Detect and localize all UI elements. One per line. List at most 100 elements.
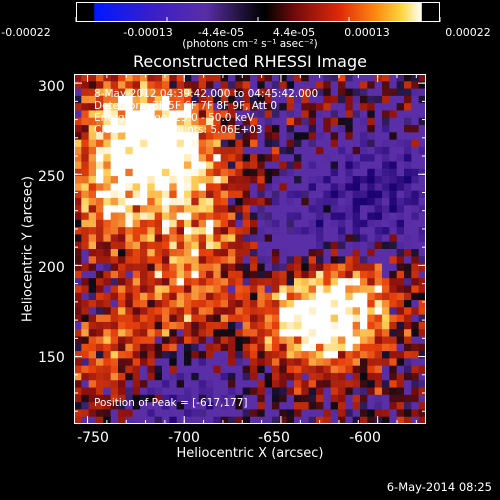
heatmap-cell [118, 416, 126, 424]
heatmap-cell [316, 387, 324, 396]
heatmap-cell [198, 256, 207, 264]
heatmap-cell [206, 234, 214, 243]
heatmap-cell [220, 117, 229, 126]
heatmap-cell [374, 110, 383, 119]
heatmap-cell [103, 343, 112, 352]
heatmap-cell [279, 110, 288, 119]
heatmap-cell [242, 234, 251, 243]
heatmap-cell [330, 219, 339, 228]
heatmap-cell [162, 197, 170, 206]
heatmap-cell [367, 380, 376, 388]
heatmap-cell [294, 139, 302, 148]
heatmap-cell [235, 88, 244, 97]
heatmap-cell [162, 278, 170, 286]
heatmap-cell [213, 365, 222, 374]
heatmap-cell [176, 285, 185, 294]
heatmap-cell [125, 110, 134, 119]
heatmap-cell [301, 74, 310, 82]
heatmap-cell [360, 307, 368, 316]
heatmap-cell [176, 300, 185, 308]
heatmap-cell [257, 256, 266, 264]
heatmap-cell [338, 168, 346, 177]
heatmap-cell [257, 278, 266, 286]
heatmap-cell [404, 146, 412, 155]
heatmap-cell [220, 190, 229, 199]
heatmap-cell [213, 190, 222, 199]
heatmap-cell [140, 197, 148, 206]
heatmap-cell [191, 336, 200, 345]
heatmap-cell [279, 343, 288, 352]
heatmap-cell [272, 351, 280, 359]
heatmap-cell [338, 402, 346, 410]
heatmap-cell [96, 409, 104, 418]
heatmap-cell [74, 336, 82, 345]
heatmap-cell [132, 212, 141, 221]
heatmap-cell [382, 343, 390, 352]
heatmap-cell [176, 161, 185, 170]
heatmap-cell [206, 88, 214, 97]
heatmap-cell [235, 125, 244, 133]
heatmap-cell [74, 205, 82, 213]
heatmap-cell [301, 183, 310, 192]
heatmap-cell [301, 358, 310, 367]
heatmap-cell [418, 103, 426, 111]
heatmap-cell [323, 343, 332, 352]
heatmap-cell [418, 336, 426, 345]
heatmap-cell [242, 227, 251, 235]
heatmap-cell [338, 292, 346, 301]
heatmap-cell [140, 139, 148, 148]
heatmap-cell [250, 161, 258, 170]
heatmap-cell [110, 183, 119, 192]
heatmap-cell [81, 278, 90, 286]
heatmap-cell [191, 329, 200, 337]
heatmap-cell [125, 263, 134, 272]
heatmap-cell [220, 88, 229, 97]
heatmap-cell [323, 234, 332, 243]
heatmap-cell [162, 168, 170, 177]
heatmap-cell [140, 212, 148, 221]
heatmap-cell [162, 343, 170, 352]
heatmap-cell [125, 219, 134, 228]
heatmap-cell [140, 256, 148, 264]
heatmap-cell [279, 387, 288, 396]
heatmap-cell [125, 372, 134, 381]
heatmap-cell [345, 278, 354, 286]
heatmap-cell [308, 307, 317, 316]
heatmap-cell [316, 394, 324, 403]
heatmap-cell [110, 161, 119, 170]
heatmap-cell [389, 132, 398, 141]
heatmap-cell [396, 74, 405, 82]
heatmap-cell [154, 300, 163, 308]
heatmap-cell [367, 402, 376, 410]
heatmap-cell [279, 256, 288, 264]
heatmap-cell [286, 307, 295, 316]
heatmap-cell [213, 117, 222, 126]
heatmap-cell [176, 336, 185, 345]
heatmap-cell [176, 117, 185, 126]
heatmap-cell [411, 110, 420, 119]
heatmap-cell [382, 117, 390, 126]
heatmap-cell [382, 394, 390, 403]
heatmap-cell [286, 249, 295, 257]
heatmap-cell [162, 176, 170, 184]
heatmap-cell [242, 372, 251, 381]
heatmap-cell [147, 212, 156, 221]
heatmap-cell [96, 416, 104, 424]
heatmap-cell [242, 88, 251, 97]
heatmap-cell [330, 161, 339, 170]
heatmap-cell [389, 234, 398, 243]
heatmap-cell [184, 168, 192, 177]
heatmap-cell [147, 372, 156, 381]
heatmap-cell [198, 95, 207, 104]
heatmap-cell [264, 300, 273, 308]
heatmap-cell [264, 103, 273, 111]
heatmap-cell [228, 249, 236, 257]
heatmap-cell [367, 336, 376, 345]
heatmap-cell [286, 263, 295, 272]
heatmap-cell [286, 270, 295, 279]
heatmap-cell [191, 197, 200, 206]
heatmap-cell [125, 74, 134, 82]
heatmap-cell [118, 292, 126, 301]
heatmap-cell [103, 278, 112, 286]
heatmap-cell [162, 234, 170, 243]
